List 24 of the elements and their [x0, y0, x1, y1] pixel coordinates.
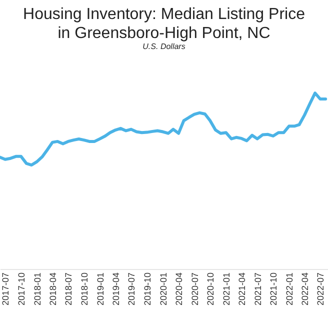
- x-tick-label: 2020-04: [174, 272, 184, 306]
- x-tick-label: 2018-01: [32, 272, 42, 306]
- x-tick-label: 2021-07: [252, 272, 263, 306]
- x-tick-label: 2020-10: [206, 272, 216, 306]
- text: in Greensboro-High Point, NC: [58, 25, 270, 42]
- x-tick-label: 2022-01: [284, 272, 295, 306]
- text: Housing Inventory: Median Listing Price: [23, 6, 305, 23]
- x-tick-label: 2020-07: [190, 272, 200, 306]
- x-tick-label: 2019-01: [95, 272, 106, 306]
- x-tick-label: 2021-04: [237, 272, 248, 306]
- x-tick-label: 2022-04: [300, 272, 310, 306]
- x-tick-label: 2019-04: [110, 272, 121, 306]
- x-tick-label: 2017-07: [0, 272, 11, 306]
- x-tick-label: 2019-07: [126, 272, 137, 306]
- x-tick-label: 2020-01: [158, 272, 168, 306]
- x-tick-label: 2019-10: [142, 272, 153, 306]
- x-tick-label: 2018-10: [80, 272, 90, 306]
- x-tick-label: 2018-04: [48, 272, 58, 306]
- chart-subtitle: U.S. Dollars: [142, 42, 186, 51]
- x-tick-label: 2022-07: [316, 272, 326, 306]
- x-tick-label: 2017-10: [16, 272, 27, 306]
- x-tick-label: 2021-01: [222, 272, 232, 306]
- x-tick-label: 2021-10: [268, 272, 279, 306]
- x-tick-label: 2018-07: [64, 272, 74, 306]
